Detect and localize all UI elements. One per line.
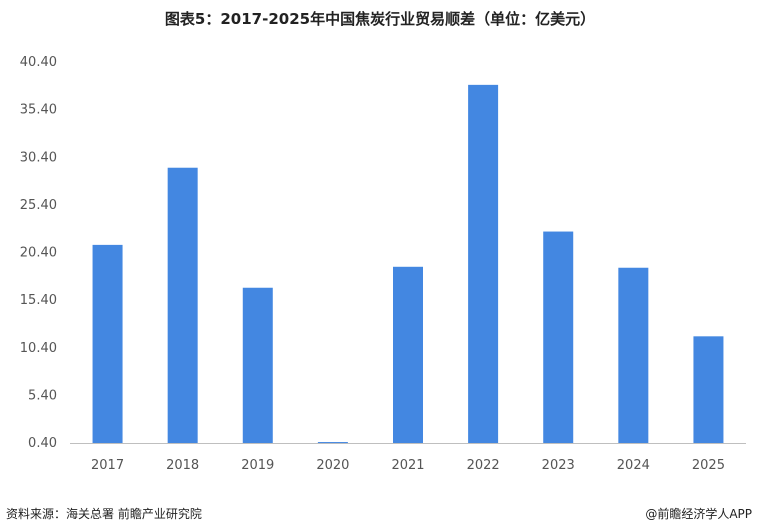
bar-2022: [468, 84, 499, 444]
x-tick-label: 2019: [241, 458, 274, 473]
bar-2017: [92, 244, 123, 443]
y-tick-label: 10.40: [20, 341, 57, 356]
y-tick-label: 30.40: [20, 150, 57, 165]
x-tick-label: 2024: [617, 458, 650, 473]
bar-2019: [242, 287, 273, 443]
y-tick-label: 0.40: [28, 436, 57, 451]
bar-2018: [167, 167, 198, 444]
y-tick-label: 25.40: [20, 198, 57, 213]
x-tick-label: 2020: [316, 458, 349, 473]
source-note: 资料来源：海关总署 前瞻产业研究院: [6, 507, 202, 521]
y-axis: 0.40 5.40 10.40 15.40 20.40 25.40 30.40 35.40 40…: [20, 55, 57, 451]
bar-2023: [543, 231, 574, 443]
y-tick-label: 35.40: [20, 103, 57, 118]
x-tick-label: 2017: [91, 458, 124, 473]
x-tick-label: 2018: [166, 458, 199, 473]
x-tick-label: 2021: [391, 458, 424, 473]
x-tick-label: 2023: [542, 458, 575, 473]
y-tick-label: 20.40: [20, 246, 57, 261]
brand-note: @前瞻经济学人APP: [645, 507, 752, 521]
y-tick-label: 5.40: [28, 388, 57, 403]
chart-title: 图表5：2017-2025年中国焦炭行业贸易顺差（单位：亿美元）: [164, 10, 596, 28]
x-tick-label: 2022: [467, 458, 500, 473]
bar-2020: [317, 442, 348, 444]
y-tick-label: 40.40: [20, 55, 57, 70]
x-axis: 2017 2018 2019 2020 2021 2022 2023 2024 2025: [91, 458, 725, 473]
y-tick-label: 15.40: [20, 293, 57, 308]
bars: [92, 84, 724, 444]
x-tick-label: 2025: [692, 458, 725, 473]
bar-2025: [693, 336, 724, 443]
bar-2024: [618, 267, 649, 443]
bar-2021: [393, 266, 423, 443]
